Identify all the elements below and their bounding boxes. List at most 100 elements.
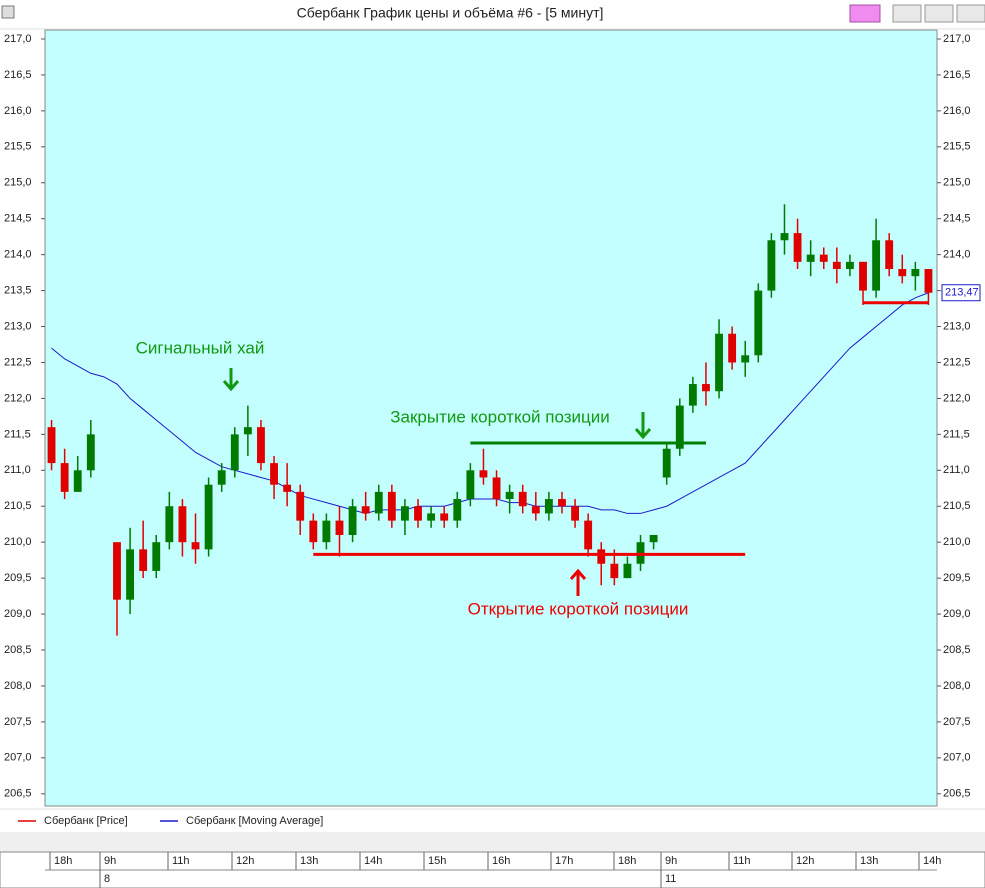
candle-body bbox=[571, 506, 579, 521]
candle-body bbox=[204, 484, 213, 550]
candle-body bbox=[217, 470, 226, 485]
y-tick-label: 208,0 bbox=[4, 680, 32, 692]
time-label: 9h bbox=[665, 855, 677, 867]
date-label: 8 bbox=[104, 873, 110, 885]
candle-body bbox=[872, 240, 881, 291]
date-label: 11 bbox=[665, 873, 676, 885]
candle-body bbox=[597, 549, 606, 564]
minimize-button[interactable] bbox=[892, 4, 922, 23]
time-label: 18h bbox=[54, 855, 72, 867]
time-label: 18h bbox=[618, 855, 636, 867]
candle-body bbox=[806, 254, 815, 262]
time-label: 11h bbox=[172, 855, 190, 867]
last-price-label: 213,47 bbox=[945, 287, 979, 299]
time-label: 17h bbox=[555, 855, 573, 867]
y-tick-label: 206,5 bbox=[4, 788, 32, 800]
candle-body bbox=[846, 261, 854, 270]
y-tick-label: 214,0 bbox=[943, 249, 971, 261]
moving-average-line bbox=[51, 292, 929, 514]
time-label: 12h bbox=[236, 855, 254, 867]
candle-body bbox=[544, 499, 553, 514]
candle-body bbox=[126, 549, 134, 600]
y-tick-label: 212,0 bbox=[943, 392, 971, 404]
candle-body bbox=[741, 355, 750, 363]
candle-body bbox=[361, 506, 370, 514]
candle-body bbox=[518, 491, 527, 507]
arrow-down bbox=[222, 368, 240, 392]
y-tick-label: 207,5 bbox=[4, 716, 32, 728]
maximize-button[interactable] bbox=[924, 4, 954, 23]
candle-body bbox=[623, 563, 632, 579]
y-tick-label: 210,5 bbox=[943, 500, 971, 512]
candle-body bbox=[322, 520, 331, 543]
y-tick-label: 209,0 bbox=[4, 608, 32, 620]
candle-body bbox=[348, 506, 357, 535]
y-tick-label: 215,5 bbox=[943, 141, 971, 153]
candle-body bbox=[401, 506, 409, 521]
link-button[interactable] bbox=[849, 4, 881, 23]
candle-body bbox=[924, 269, 933, 293]
candle-body bbox=[73, 470, 82, 492]
y-tick-label: 211,5 bbox=[4, 428, 31, 440]
candle-body bbox=[257, 427, 265, 464]
y-tick-label: 207,0 bbox=[4, 752, 32, 764]
y-tick-label: 213,5 bbox=[4, 284, 32, 296]
y-tick-label: 208,5 bbox=[4, 644, 32, 656]
legend-area bbox=[0, 810, 985, 832]
y-tick-label: 211,0 bbox=[4, 464, 31, 476]
y-tick-label: 217,0 bbox=[943, 33, 971, 45]
candle-body bbox=[270, 463, 278, 485]
time-label: 16h bbox=[492, 855, 510, 867]
y-tick-label: 214,5 bbox=[4, 213, 32, 225]
y-tick-label: 211,5 bbox=[943, 428, 970, 440]
candle-body bbox=[414, 506, 422, 521]
time-label: 11h bbox=[733, 855, 751, 867]
candle-body bbox=[885, 240, 894, 270]
arrow-up bbox=[569, 568, 587, 596]
candle-body bbox=[531, 506, 540, 514]
y-tick-label: 216,5 bbox=[4, 69, 32, 81]
y-tick-label: 210,5 bbox=[4, 500, 32, 512]
candle-body bbox=[453, 499, 462, 521]
close-button[interactable] bbox=[956, 4, 985, 23]
y-tick-label: 216,0 bbox=[4, 105, 32, 117]
y-tick-label: 208,0 bbox=[943, 680, 971, 692]
candle-body bbox=[584, 520, 593, 550]
candle-body bbox=[230, 434, 239, 471]
y-tick-label: 210,0 bbox=[4, 536, 32, 548]
y-tick-label: 211,0 bbox=[943, 464, 970, 476]
y-tick-label: 207,0 bbox=[943, 752, 971, 764]
candle-body bbox=[898, 269, 907, 277]
candle-body bbox=[675, 405, 684, 449]
candle-body bbox=[309, 520, 318, 543]
y-tick-label: 212,5 bbox=[943, 356, 971, 368]
plot-area bbox=[44, 29, 938, 807]
candle-body bbox=[702, 384, 710, 392]
candle-body bbox=[832, 261, 841, 270]
candle-body bbox=[728, 333, 737, 363]
chart: 206,5 206,5 207,0 207,0 207,5 207,5 208,0 208,0… bbox=[4, 33, 981, 888]
candle-body bbox=[374, 491, 383, 514]
y-tick-label: 214,5 bbox=[943, 213, 971, 225]
y-tick-label: 207,5 bbox=[943, 716, 971, 728]
candle-body bbox=[819, 254, 828, 262]
annotation: Закрытие короткой позиции bbox=[390, 407, 610, 426]
candle-body bbox=[558, 499, 566, 507]
candle-body bbox=[191, 542, 200, 550]
candle-body bbox=[754, 290, 763, 356]
arrow-down bbox=[634, 412, 652, 440]
window-icon bbox=[1, 5, 15, 19]
annotation: Сигнальный хай bbox=[136, 338, 265, 357]
y-tick-label: 209,5 bbox=[4, 572, 32, 584]
legend-label: Сбербанк [Price] bbox=[44, 815, 128, 827]
candle-body bbox=[505, 491, 514, 500]
y-tick-label: 216,0 bbox=[943, 105, 971, 117]
candle-body bbox=[859, 261, 867, 291]
candle-body bbox=[440, 513, 449, 521]
candle-body bbox=[296, 491, 305, 521]
time-label: 14h bbox=[923, 855, 941, 867]
candle-body bbox=[139, 549, 148, 571]
y-tick-label: 206,5 bbox=[943, 788, 971, 800]
candle-body bbox=[335, 520, 344, 535]
